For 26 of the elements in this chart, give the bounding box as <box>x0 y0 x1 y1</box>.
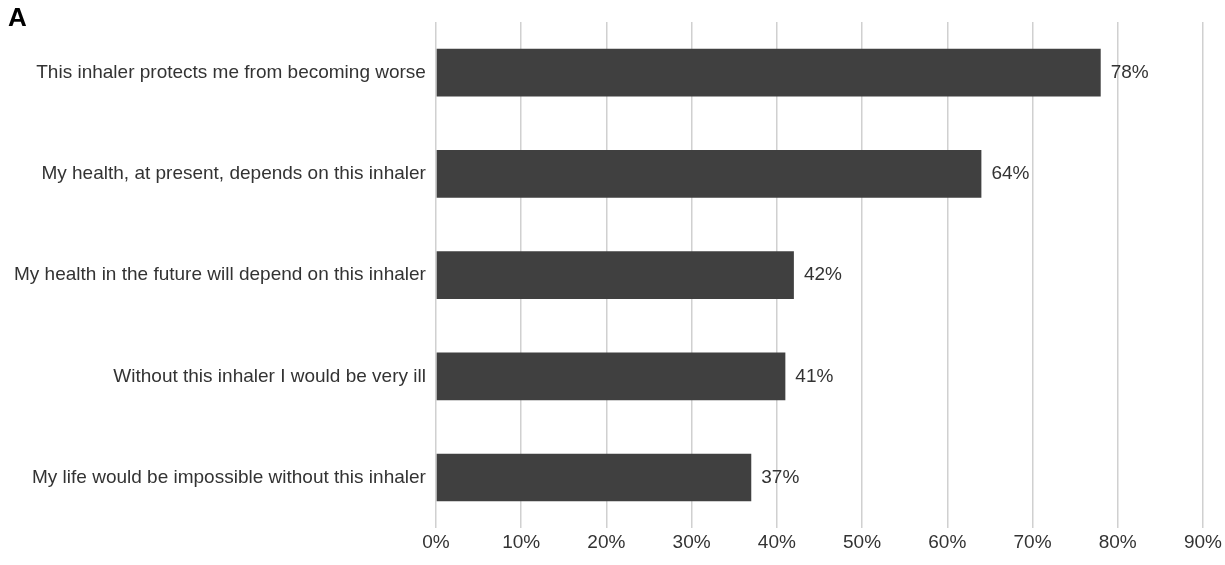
bar <box>436 150 982 198</box>
bar <box>436 48 1101 97</box>
y-tick-label: My health, at present, depends on this inhaler <box>41 162 427 184</box>
data-label: 42% <box>803 263 843 285</box>
x-tick-label: 40% <box>757 530 796 552</box>
x-tick-label: 90% <box>1183 530 1223 552</box>
data-label: 78% <box>1110 60 1149 82</box>
bar <box>436 352 786 401</box>
y-tick-label: My life would be impossible without this inhaler <box>31 465 427 487</box>
bar <box>436 453 752 502</box>
y-tick-label: This inhaler protects me from becoming worse <box>36 60 426 82</box>
bar <box>436 251 794 299</box>
data-label: 37% <box>761 465 800 487</box>
data-label: 41% <box>795 364 834 386</box>
y-tick-label: Without this inhaler I would be very ill <box>113 364 426 386</box>
x-tick-label: 50% <box>843 530 882 552</box>
x-tick-label: 30% <box>672 530 711 552</box>
x-tick-label: 80% <box>1098 530 1137 552</box>
text: A <box>8 2 27 33</box>
data-label: 64% <box>991 162 1030 184</box>
y-tick-label: My health in the future will depend on this inhaler <box>13 263 427 285</box>
x-tick-label: 70% <box>1013 530 1052 552</box>
x-tick-label: 10% <box>502 530 541 552</box>
x-tick-label: 20% <box>587 530 626 552</box>
x-tick-label: 0% <box>422 530 450 552</box>
x-tick-label: 60% <box>928 530 967 552</box>
